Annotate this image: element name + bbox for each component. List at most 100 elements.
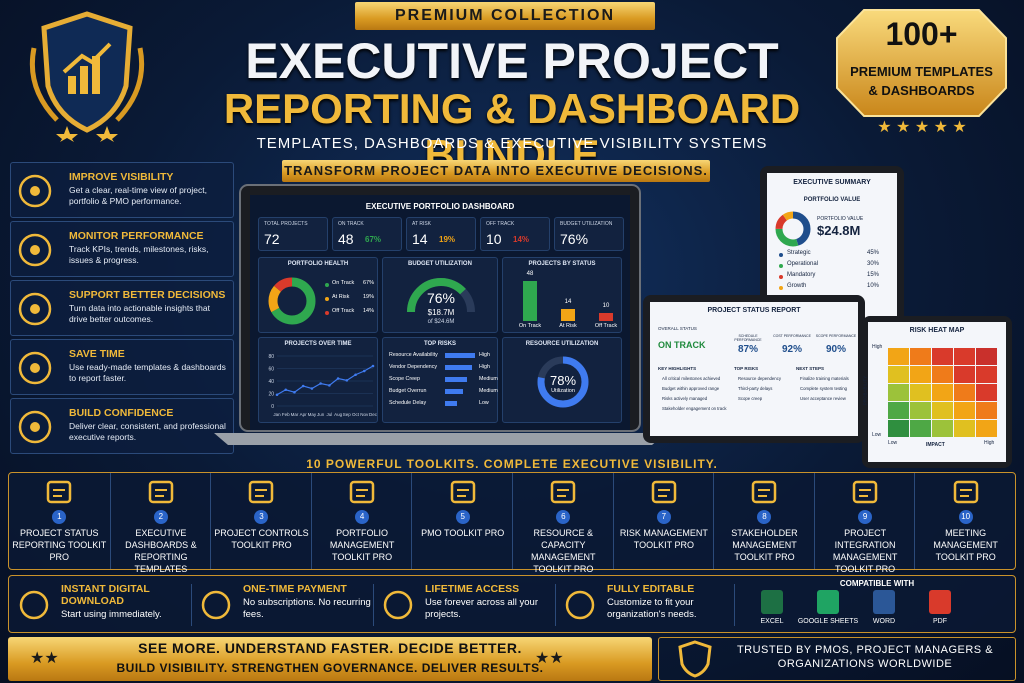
feature-title: FULLY EDITABLE [607,583,695,595]
benefit-title: BUILD CONFIDENCE [69,407,174,419]
heat-cell [954,384,975,401]
resource-label: Utilization [551,388,575,394]
risk-level: High [479,364,490,370]
legend-name: At Risk [332,294,350,300]
x-tick-label: Jun [317,412,325,417]
divider [191,584,192,626]
icon-body [148,480,174,504]
app-name: GOOGLE SHEETS [797,618,859,625]
status-bar [599,312,613,321]
heat-cell [976,366,997,383]
kpi-value: 10 [486,231,502,247]
list-title: KEY HIGHLIGHTS [658,366,697,371]
metric-value: 90% [825,344,846,355]
heat-cell [910,402,931,419]
y-tick-label: 40 [268,379,274,385]
heat-cell [932,348,953,365]
risk-bar [445,377,467,382]
icon-ring [383,590,413,620]
benefit-title: MONITOR PERFORMANCE [69,230,204,242]
heat-cell [910,420,931,437]
donut [775,211,811,247]
trend-point [371,364,375,368]
toolkit-number: 1 [52,510,67,524]
budget-total: of $24.6M [427,319,455,325]
summary-title: EXECUTIVE SUMMARY [793,179,871,186]
benefit-icon [18,410,52,444]
app-name: WORD [872,618,896,625]
toolkit-number: 5 [455,510,470,524]
status-bar [523,281,537,321]
toolkit-icon [752,480,777,504]
resource-value: 78% [549,373,577,388]
risk-level: Medium [479,388,498,394]
kpi-value: 14 [412,231,428,247]
toolkit-name: EXECUTIVE DASHBOARDS & REPORTING TEMPLAT… [125,528,197,574]
kpi-card: ON TRACK 48 67% [332,217,402,251]
list-item: Budget within approved range [662,386,720,391]
icon-ring [18,351,52,385]
list-item: Risks actively managed [662,396,708,401]
y-tick-label: 80 [268,354,274,360]
risk-bar [445,365,472,370]
x-tick-label: Dec [369,412,378,417]
svg-text:★ ★ ★ ★ ★: ★ ★ ★ ★ ★ [877,119,967,136]
benefit-text: Get a clear, real-time view of project, … [69,185,207,206]
x-tick-label: Jul [326,412,332,417]
toolkit-icon [551,480,576,504]
benefit-text: Deliver clear, consistent, and professio… [69,421,226,442]
benefit-title: SUPPORT BETTER DECISIONS [69,289,226,301]
x-tick-label: May [308,412,317,417]
legend-dot [325,283,329,287]
icon-body [852,480,878,504]
feature-text: Start using immediately. [61,609,162,620]
panel-title: TOP RISKS [423,341,457,347]
icon-body [651,480,677,504]
trend-point [301,384,305,388]
app-icon [873,590,895,614]
benefit-icon [18,174,52,208]
footer-line1: SEE MORE. UNDERSTAND FASTER. DECIDE BETT… [138,640,522,656]
toolkits-title: 10 POWERFUL TOOLKITS. COMPLETE EXECUTIVE… [306,457,718,471]
toolkit-name: PROJECT INTEGRATION MANAGEMENT TOOLKIT P… [832,528,898,574]
heat-cell [976,402,997,419]
toolkit-number: 7 [656,510,671,524]
icon-dot [30,186,40,196]
dashboard-title: EXECUTIVE PORTFOLIO DASHBOARD [365,202,515,211]
icon-body [551,480,576,504]
feature-icon [383,590,413,620]
toolkit-icon [852,480,878,504]
icon-body [752,480,777,504]
icon-ring [18,233,52,267]
toolkit-name: RISK MANAGEMENT TOOLKIT PRO [619,528,708,550]
stars: ★★ [535,650,564,667]
kpi-pct: 19% [439,235,456,244]
metric-value: 92% [781,344,802,355]
icon-ring [18,174,52,208]
metric-label: COST PERFORMANCE [773,334,811,338]
list-item: Scope creep [738,396,763,401]
toolkit-card: 2 EXECUTIVE DASHBOARDS & REPORTING TEMPLA… [109,473,211,574]
benefit-item: BUILD CONFIDENCE Deliver clear, consisten… [10,398,234,454]
panel-title: PROJECTS OVER TIME [284,341,352,347]
benefit-text: Track KPIs, trends, milestones, risks, i… [69,244,209,265]
toolkit-icon [953,480,978,504]
legend-name: Mandatory [787,272,816,278]
benefit-text: Turn data into actionable insights that … [69,303,210,324]
toolkit-icon [148,480,174,504]
trust-text: TRUSTED BY PMOS, PROJECT MANAGERS & ORGA… [736,644,994,670]
heat-cell [888,420,909,437]
app-name: EXCEL [760,618,784,625]
tagline: TRANSFORM PROJECT DATA INTO EXECUTIVE DE… [282,160,710,182]
budget-value: 76% [426,290,456,306]
legend-value: 45% [867,250,880,256]
status-name: Off Track [594,323,618,329]
x-label: IMPACT [926,442,945,448]
legend-value: 10% [867,283,880,289]
x-tick-label: Mar [291,412,299,417]
dashboard-panel: BUDGET UTILIZATION 76% $18.7M of $24.6M [382,257,498,333]
icon-ring [18,292,52,326]
y-label: PROBABILITY [862,375,868,406]
donut [268,277,316,325]
